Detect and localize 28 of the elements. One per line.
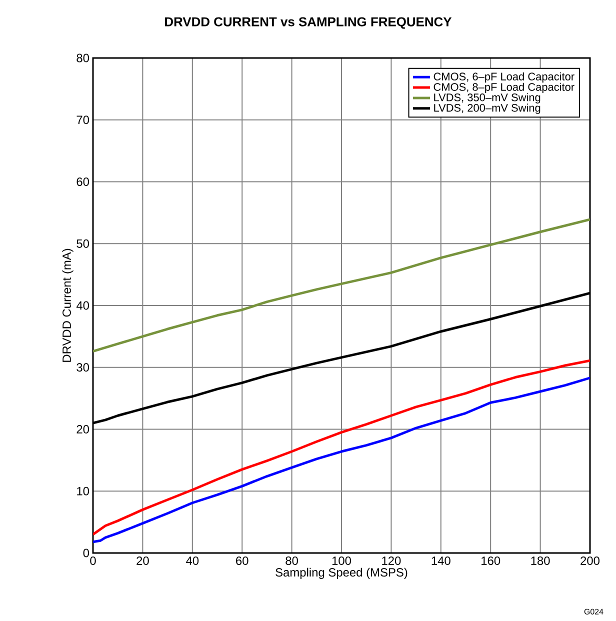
x-tick-label: 20 bbox=[136, 556, 149, 565]
legend-label: LVDS, 200–mV Swing bbox=[434, 104, 540, 114]
x-tick-label: 40 bbox=[186, 556, 199, 565]
x-tick-label: 0 bbox=[90, 556, 96, 565]
legend-label: CMOS, 8–pF Load Capacitor bbox=[434, 82, 574, 94]
legend-label: CMOS, 6–pF Load Capacitor bbox=[434, 72, 574, 83]
y-tick-label: 70 bbox=[76, 116, 90, 124]
line-series bbox=[92, 218, 590, 353]
y-tick-label: 50 bbox=[76, 239, 90, 248]
x-tick-label: 180 bbox=[531, 556, 550, 565]
x-tick-label: 200 bbox=[580, 556, 600, 565]
y-tick-label: 20 bbox=[76, 425, 90, 434]
y-tick-label: 30 bbox=[76, 363, 90, 372]
y-tick-label: 40 bbox=[76, 301, 90, 310]
chart-title: DRVDD CURRENT vs SAMPLING FREQUENCY bbox=[165, 17, 452, 29]
x-tick-label: 160 bbox=[482, 556, 500, 565]
x-tick-label: 60 bbox=[236, 556, 248, 565]
y-tick-label: 60 bbox=[76, 178, 90, 186]
y-tick-label: 10 bbox=[77, 486, 90, 496]
y-axis-title: DRVDD Current (mA) bbox=[62, 248, 74, 362]
x-tick-label: 80 bbox=[286, 556, 298, 565]
y-tick-label: 80 bbox=[76, 54, 90, 62]
x-tick-label: 120 bbox=[382, 556, 401, 565]
x-axis-title: Sampling Speed (MSPS) bbox=[276, 568, 408, 579]
legend-label: LVDS, 350–mV Swing bbox=[434, 93, 540, 104]
x-tick-label: 140 bbox=[432, 556, 450, 565]
x-tick-label: 100 bbox=[332, 556, 352, 565]
y-tick-label: 0 bbox=[83, 548, 90, 558]
